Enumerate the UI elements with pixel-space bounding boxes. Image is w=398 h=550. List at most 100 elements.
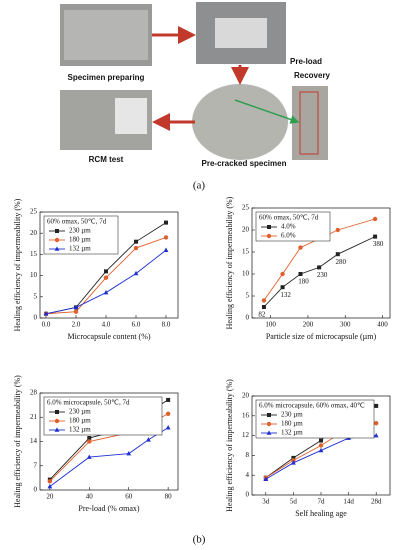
marker [133,270,139,276]
y-axis-label: Healing efficiency of impermeability (%) [13,198,22,331]
marker [104,269,108,274]
x-axis-label: Particle size of microcapsule (µm) [266,332,377,341]
marker [103,275,109,280]
marker [291,455,296,460]
y-tick-label: 10 [242,270,250,278]
y-tick-label: 0 [34,314,38,322]
plot-frame [251,395,391,496]
marker [55,229,59,233]
x-tick-label: 3d [262,498,270,506]
marker [54,427,60,432]
y-tick-label: 20 [242,392,250,400]
marker [166,397,171,402]
x-axis-label: Pre-load (% σmax) [78,504,140,513]
step-label: RCM test [89,155,124,164]
point-label: 230 [317,271,328,279]
y-tick-label: 20 [242,226,250,234]
marker [73,304,79,310]
y-tick-label: 12 [242,431,250,439]
marker [291,460,296,465]
legend-label: 4.0% [281,223,296,231]
marker [317,265,322,270]
marker [164,220,168,225]
marker [319,438,323,443]
marker [87,439,92,444]
photo-detail [115,98,147,134]
legend-label: 180 µm [281,420,303,428]
y-tick-label: 10 [30,271,38,279]
marker [266,421,272,427]
x-tick-label: 300 [340,321,351,329]
legend-label: 230 µm [69,227,91,235]
panel-label: (b) [193,534,206,546]
y-tick-label: 25 [30,208,38,216]
series-line [45,249,167,315]
marker [86,454,92,459]
marker [54,418,60,424]
marker [267,413,271,417]
series-line [49,427,169,487]
marker [55,410,59,414]
series-line [263,236,376,308]
marker [163,235,169,240]
legend-title: 60% σmax, 50℃, 7d [47,218,107,226]
y-tick-label: 25 [242,204,250,212]
x-tick-label: 20 [46,493,54,501]
x-tick-label: 200 [303,321,314,329]
marker [54,246,60,251]
y-tick-label: 14 [30,437,38,445]
y-tick-label: 8 [246,451,250,459]
marker [266,430,272,435]
marker [133,245,139,251]
marker [298,245,303,250]
photo-detail [64,10,148,60]
x-tick-label: 4.0 [102,321,111,329]
x-tick-label: 100 [265,321,276,329]
x-tick-label: 8.0 [162,321,171,329]
x-tick-label: 400 [377,321,388,329]
photo [292,86,328,160]
y-tick-label: 0 [34,486,38,494]
legend-label: 180 µm [69,236,91,244]
y-tick-label: 5 [246,292,250,300]
x-tick-label: 7d [318,498,326,506]
x-axis-label: Microcapsule content (%) [67,332,150,341]
point-label: 82 [258,311,266,319]
y-axis-label: Healing efficiency of impermeability (%) [225,196,234,329]
marker [146,437,151,442]
point-label: 380 [373,240,384,248]
y-tick-label: 0 [246,314,250,322]
legend-box [255,399,375,439]
marker [318,447,324,453]
marker [267,225,271,229]
marker [261,305,266,309]
marker [335,227,340,233]
marker [47,479,53,484]
marker [298,272,303,276]
marker [280,285,285,290]
marker [280,271,285,277]
point-label: 180 [298,278,309,286]
plot-frame [251,207,391,319]
x-tick-label: 40 [86,493,94,501]
marker [374,421,379,426]
y-axis-label: Healing efficiency of impermeability (%) [13,375,22,508]
legend-box [43,396,163,436]
marker [87,436,92,441]
x-tick-label: 80 [165,493,173,501]
marker [373,433,379,438]
photo [192,84,288,160]
marker [318,443,324,448]
x-axis-label: Self healing age [295,509,347,518]
marker [103,289,109,295]
step-label: Recovery [294,71,331,80]
x-tick-label: 6.0 [132,321,141,329]
step-label: Pre-cracked specimen [202,159,287,168]
point-label: 280 [336,258,347,266]
step-label: Pre-load [290,57,322,66]
marker [126,451,132,456]
marker [163,247,169,252]
y-tick-label: 20 [30,229,38,237]
x-tick-label: 0.0 [42,321,51,329]
